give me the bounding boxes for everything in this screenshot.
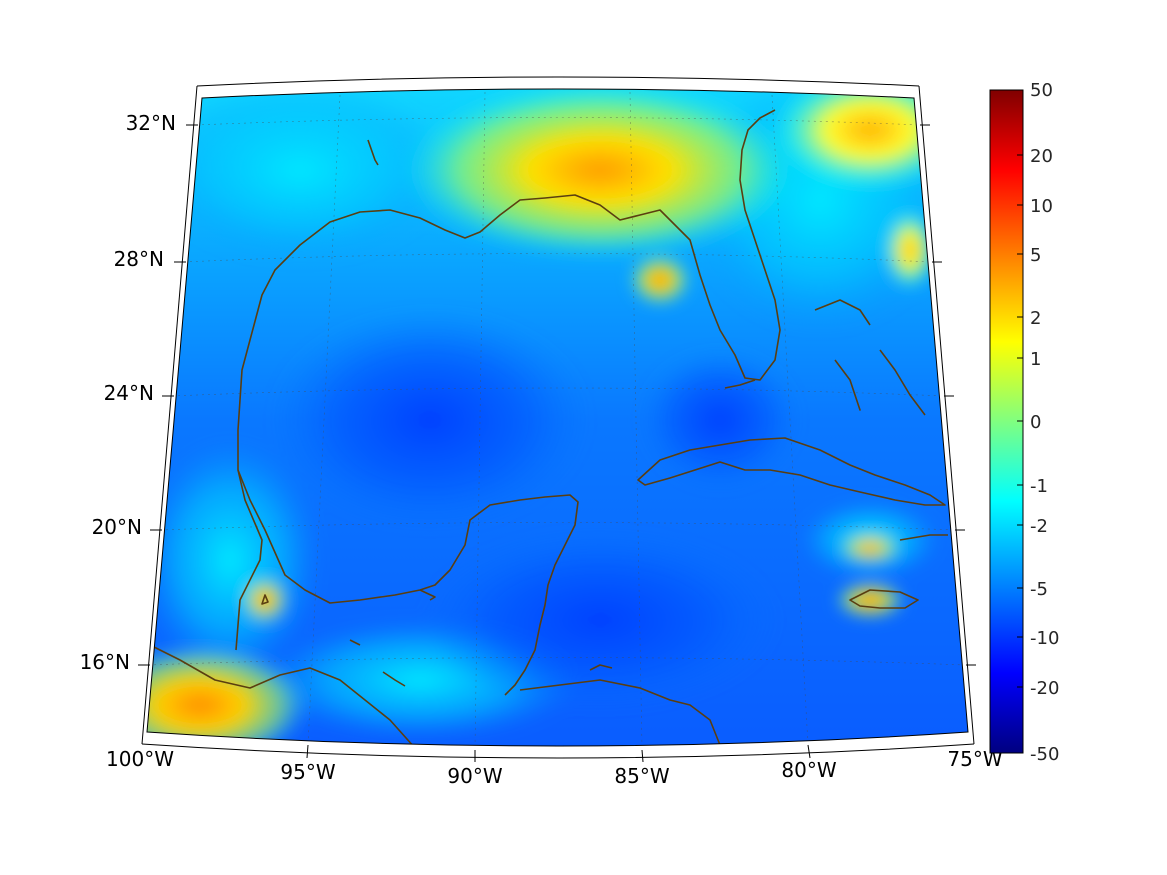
- colorbar-tick: 0: [1030, 412, 1041, 433]
- longitude-labels: 100°W 95°W 90°W 85°W 80°W 75°W: [106, 744, 1003, 788]
- lon-label-100w: 100°W: [106, 747, 174, 771]
- colorbar-tick: 20: [1030, 146, 1053, 167]
- colorbar-tick: 50: [1030, 80, 1053, 101]
- colorbar-tick: 1: [1030, 349, 1041, 370]
- lat-label-24n: 24°N: [104, 381, 154, 405]
- lat-label-16n: 16°N: [80, 650, 130, 674]
- colorbar-tick: 5: [1030, 245, 1041, 266]
- latitude-labels: 32°N 28°N 24°N 20°N 16°N: [80, 111, 976, 674]
- data-field: [147, 89, 968, 746]
- colorbar-tick: -50: [1030, 744, 1059, 765]
- colorbar: 50 20 10 5 2 1 0 -1 -2 -5 -10 -20 -50: [989, 80, 1059, 765]
- colorbar-tick: -10: [1030, 628, 1059, 649]
- colorbar-tick: -2: [1030, 516, 1048, 537]
- graticule: [147, 91, 967, 746]
- lon-label-85w: 85°W: [614, 764, 669, 788]
- lat-label-32n: 32°N: [126, 111, 176, 135]
- lat-label-28n: 28°N: [114, 247, 164, 271]
- coastlines: [149, 109, 948, 746]
- colorbar-tick: 10: [1030, 196, 1053, 217]
- lon-label-90w: 90°W: [447, 764, 502, 788]
- colorbar-tick: -20: [1030, 678, 1059, 699]
- map-frame: [141, 76, 975, 759]
- lat-label-20n: 20°N: [92, 515, 142, 539]
- colorbar-tick: -1: [1030, 476, 1048, 497]
- lon-label-95w: 95°W: [280, 760, 335, 784]
- colorbar-tick: -5: [1030, 579, 1048, 600]
- lon-label-80w: 80°W: [781, 758, 836, 782]
- colorbar-tick: 2: [1030, 308, 1041, 329]
